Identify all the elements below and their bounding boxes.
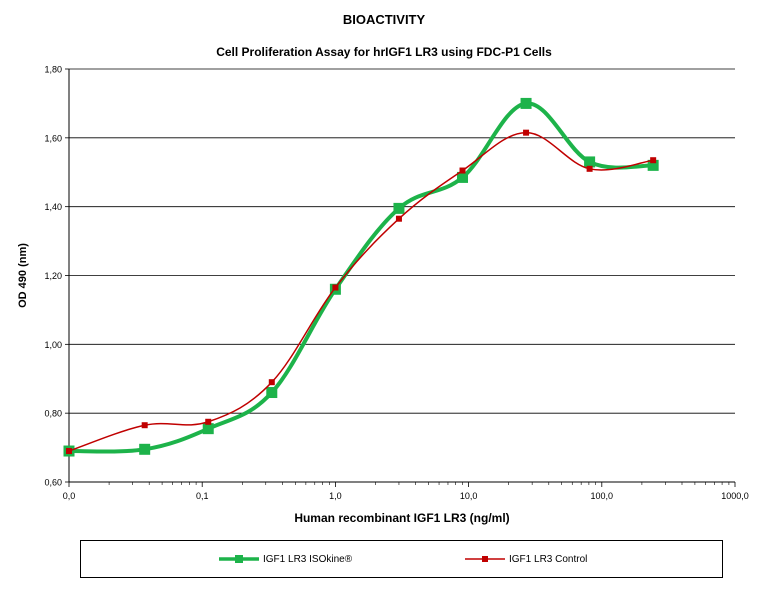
x-tick-label: 10,0 [460, 491, 478, 501]
x-tick-label: 1000,0 [721, 491, 749, 501]
legend-label-isokine: IGF1 LR3 ISOkine® [263, 553, 353, 565]
legend-item-isokine: IGF1 LR3 ISOkine® [219, 541, 352, 577]
y-tick-label: 1,00 [44, 340, 62, 350]
x-tick-label: 100,0 [591, 491, 614, 501]
y-tick-label: 0,80 [44, 409, 62, 419]
y-tick-label: 1,60 [44, 133, 62, 143]
y-tick-label: 0,60 [44, 478, 62, 488]
series-line-isokine [68, 101, 654, 454]
y-tick-label: 1,80 [44, 65, 62, 75]
data-point-isokine [584, 156, 596, 168]
data-point-control [523, 129, 530, 136]
x-tick-label: 1,0 [329, 491, 342, 501]
x-tick-label: 0,0 [63, 491, 76, 501]
data-point-control [459, 167, 466, 174]
data-point-isokine [647, 159, 659, 171]
data-point-control [66, 448, 72, 455]
data-point-control [268, 379, 275, 386]
data-point-control [205, 418, 212, 425]
data-point-control [395, 215, 402, 222]
legend-swatch-isokine [219, 555, 259, 563]
data-point-control [141, 422, 148, 429]
legend-label-control: IGF1 LR3 Control [509, 553, 588, 565]
data-point-isokine [457, 171, 469, 183]
legend-item-control: IGF1 LR3 Control [465, 541, 587, 577]
legend-swatch-control [465, 556, 505, 562]
data-point-isokine [393, 202, 405, 214]
x-tick-label: 0,1 [196, 491, 209, 501]
data-point-control [586, 165, 593, 172]
data-point-isokine [266, 387, 278, 399]
y-tick-label: 1,20 [44, 271, 62, 281]
data-point-isokine [202, 423, 214, 435]
data-point-control [332, 284, 339, 291]
chart-legend: IGF1 LR3 ISOkine® IGF1 LR3 Control [80, 540, 723, 578]
data-point-isokine [520, 97, 532, 109]
chart-title: Cell Proliferation Assay for hrIGF1 LR3 … [216, 45, 552, 59]
data-point-isokine [139, 443, 151, 455]
y-tick-label: 1,40 [44, 202, 62, 212]
y-axis-label: OD 490 (nm) [17, 243, 29, 308]
page-heading: BIOACTIVITY [342, 12, 426, 27]
data-point-control [650, 157, 657, 164]
series-line-control [68, 131, 654, 452]
x-axis-label: Human recombinant IGF1 LR3 (ng/ml) [294, 511, 509, 525]
